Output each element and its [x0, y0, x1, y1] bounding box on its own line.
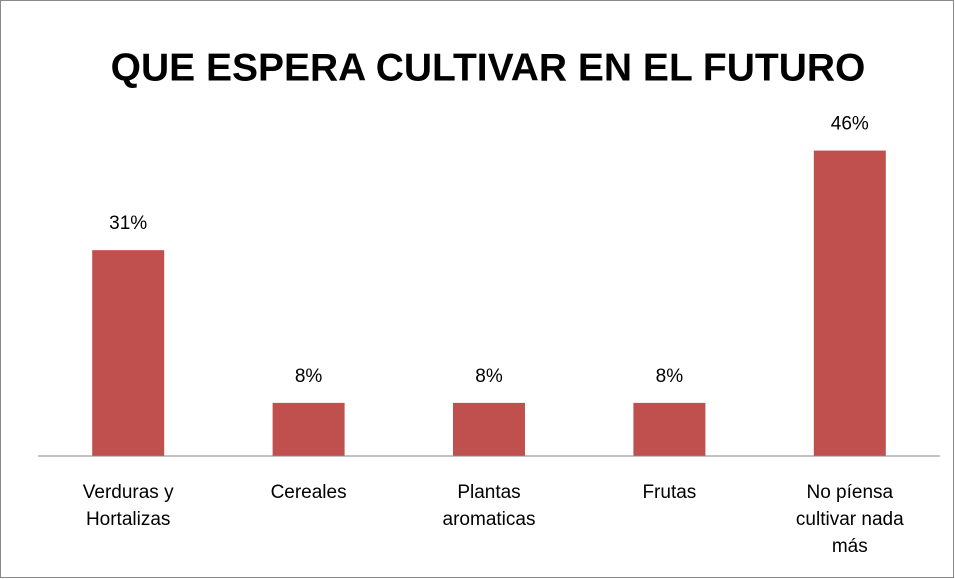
- x-tick-label: Plantas aromaticas: [442, 482, 536, 530]
- x-tick-label: Cereales: [270, 482, 347, 503]
- x-tick-label: No píensa cultivar nada más: [795, 482, 904, 557]
- data-label: 31%: [109, 213, 147, 234]
- chart-title: QUE ESPERA CULTIVAR EN EL FUTURO: [111, 46, 866, 89]
- bar: [813, 150, 886, 456]
- bar: [453, 402, 525, 456]
- data-label: 8%: [475, 366, 503, 387]
- x-tick-label: Verduras y Hortalizas: [82, 482, 174, 530]
- data-label: 46%: [831, 114, 869, 135]
- bar: [92, 250, 165, 456]
- data-label: 8%: [656, 366, 684, 387]
- x-tick-label: Frutas: [642, 482, 697, 503]
- data-label: 8%: [295, 366, 323, 387]
- bar: [272, 402, 345, 456]
- bar: [633, 402, 706, 456]
